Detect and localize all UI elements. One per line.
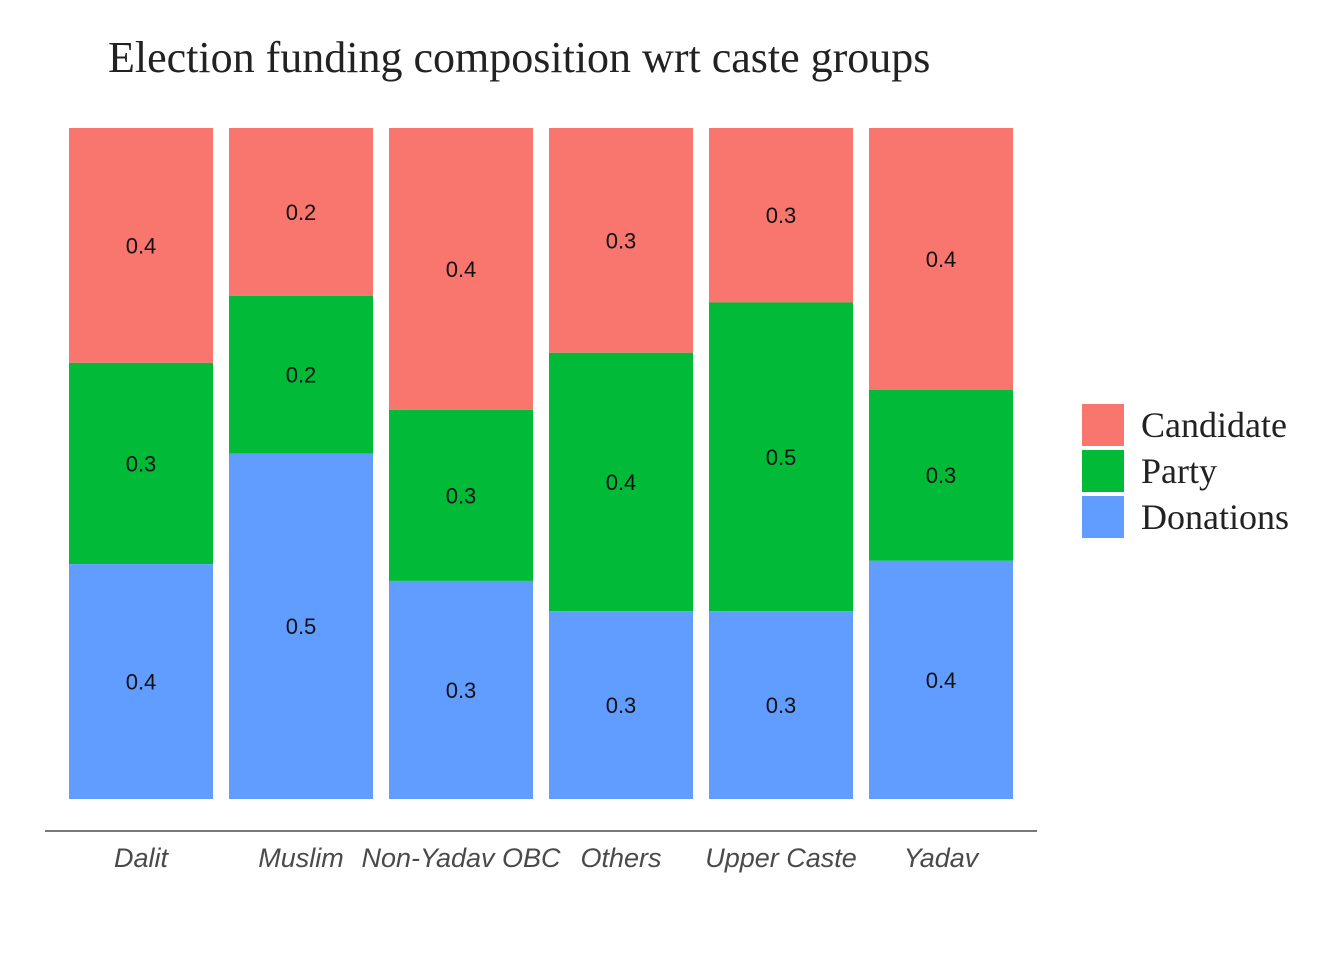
bar-segment-dalit-party	[69, 362, 213, 565]
legend-key-candidate	[1082, 404, 1124, 446]
x-tick-label-non-yadav-obc: Non-Yadav OBC	[361, 843, 561, 873]
data-label-others-party: 0.4	[606, 470, 637, 495]
bar-segment-muslim-candidate	[229, 128, 373, 296]
bar-segment-muslim-party	[229, 295, 373, 454]
x-tick-label-others: Others	[580, 843, 661, 873]
x-tick-label-upper-caste: Upper Caste	[705, 843, 857, 873]
bar-segment-yadav-donations	[869, 560, 1013, 799]
data-label-others-donations: 0.3	[606, 693, 637, 718]
data-label-dalit-donations: 0.4	[126, 670, 157, 695]
data-label-upper-caste-candidate: 0.3	[766, 203, 797, 228]
chart-title: Election funding composition wrt caste g…	[108, 33, 930, 82]
data-label-non-yadav-obc-donations: 0.3	[446, 678, 477, 703]
data-label-upper-caste-party: 0.5	[766, 445, 797, 470]
legend-label-candidate: Candidate	[1141, 405, 1287, 445]
bar-segment-dalit-candidate	[69, 128, 213, 363]
data-label-dalit-candidate: 0.4	[126, 233, 157, 258]
legend-label-donations: Donations	[1141, 497, 1289, 537]
bar-segment-yadav-party	[869, 389, 1013, 561]
data-label-muslim-donations: 0.5	[286, 614, 317, 639]
bar-segment-upper-caste-donations	[709, 611, 853, 799]
legend-label-party: Party	[1141, 451, 1217, 491]
data-label-yadav-candidate: 0.4	[926, 247, 957, 272]
x-tick-label-yadav: Yadav	[904, 843, 980, 873]
data-label-non-yadav-obc-party: 0.3	[446, 483, 477, 508]
legend: Candidate Party Donations	[1082, 404, 1289, 538]
data-label-muslim-party: 0.2	[286, 363, 317, 388]
segment-labels-group: 0.4 0.3 0.4 0.2 0.2 0.5 0.4 0.3 0.3 0.3 0.4 0.3 0.3 0…	[126, 200, 957, 718]
bar-segment-muslim-donations	[229, 453, 373, 799]
bars-group	[69, 128, 1013, 799]
x-tick-label-muslim: Muslim	[258, 843, 344, 873]
legend-key-party	[1082, 450, 1124, 492]
bar-segment-yadav-candidate	[869, 128, 1013, 390]
bar-segment-others-party	[549, 352, 693, 612]
bar-segment-others-donations	[549, 611, 693, 799]
x-tick-labels: Dalit Muslim Non-Yadav OBC Others Upper Cast…	[114, 843, 980, 873]
data-label-yadav-donations: 0.4	[926, 668, 957, 693]
bar-segment-non-yadav-obc-donations	[389, 580, 533, 799]
legend-key-donations	[1082, 496, 1124, 538]
bar-segment-others-candidate	[549, 128, 693, 353]
bar-segment-upper-caste-candidate	[709, 128, 853, 303]
bar-segment-upper-caste-party	[709, 302, 853, 612]
data-label-non-yadav-obc-candidate: 0.4	[446, 257, 477, 282]
bar-segment-dalit-donations	[69, 564, 213, 799]
data-label-yadav-party: 0.3	[926, 463, 957, 488]
data-label-dalit-party: 0.3	[126, 452, 157, 477]
data-label-muslim-candidate: 0.2	[286, 200, 317, 225]
data-label-upper-caste-donations: 0.3	[766, 693, 797, 718]
x-tick-label-dalit: Dalit	[114, 843, 170, 873]
bar-segment-non-yadav-obc-party	[389, 409, 533, 581]
bar-segment-non-yadav-obc-candidate	[389, 128, 533, 410]
data-label-others-candidate: 0.3	[606, 228, 637, 253]
